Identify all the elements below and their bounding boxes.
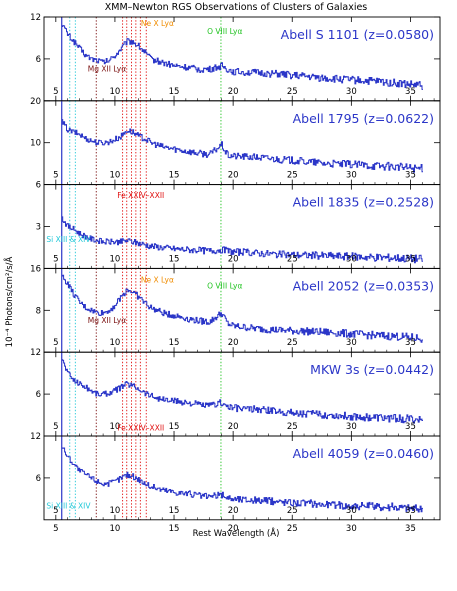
line-annotation: Si XIII & XIV <box>46 502 91 511</box>
spectrum-line <box>61 216 423 264</box>
x-tick-label: 20 <box>228 422 239 432</box>
y-tick-label: 6 <box>36 390 41 400</box>
spectrum-line <box>61 359 423 424</box>
x-tick-label: 10 <box>110 506 121 516</box>
y-tick-label: 12 <box>30 13 41 23</box>
x-tick-label: 20 <box>228 338 239 348</box>
y-tick-label: 6 <box>36 474 41 484</box>
cluster-label: Abell S 1101 (z=0.0580) <box>281 27 434 42</box>
panel-3: 5 10 15 20 25 30 35 3 6 Abell 1835 (z=0.2528) Si X… <box>36 181 441 269</box>
x-tick-label: 35 <box>405 254 416 264</box>
x-tick-label: 5 <box>53 338 58 348</box>
x-tick-label: 15 <box>169 171 180 181</box>
line-annotation: Ne X Lyα <box>141 276 174 285</box>
panel-1: 5 10 15 20 25 30 35 6 12 Abell S 1101 (z=0.0580) N… <box>30 13 441 102</box>
x-tick-label: 20 <box>228 506 239 516</box>
spectrum-line <box>61 25 423 90</box>
x-tick-label: 20 <box>228 254 239 264</box>
panel-4: 5 10 15 20 25 30 35 8 16 Abell 2052 (z=0.0353) Ne … <box>30 264 441 353</box>
x-tick-label: 10 <box>110 87 121 97</box>
x-tick-label: 15 <box>169 422 180 432</box>
x-axis-title: Rest Wavelength (Å) <box>193 527 280 539</box>
y-tick-label: 3 <box>36 223 41 233</box>
y-axis-title: 10⁻⁴ Photons/cm²/s/Å <box>3 256 15 347</box>
y-tick-label: 20 <box>30 97 41 107</box>
x-tick-label: 25 <box>287 338 298 348</box>
x-tick-label: 10 <box>110 171 121 181</box>
spectrum-line <box>61 119 423 173</box>
x-tick-label: 35 <box>405 422 416 432</box>
y-tick-label: 8 <box>36 306 41 316</box>
x-tick-label: 15 <box>169 254 180 264</box>
y-tick-label: 12 <box>30 432 41 442</box>
x-tick-label: 15 <box>169 338 180 348</box>
spectrum-line <box>61 447 423 513</box>
cluster-label: Abell 1795 (z=0.0622) <box>293 111 434 126</box>
spectrum-line <box>61 274 423 343</box>
panel-6: 5 10 15 20 25 30 35 6 12 Abell 4059 (z=0.0460) Si … <box>30 432 441 521</box>
x-axis-tick-label: 20 <box>228 524 239 534</box>
cluster-label: MKW 3s (z=0.0442) <box>310 362 434 377</box>
x-axis-tick-label: 35 <box>405 524 416 534</box>
x-tick-label: 25 <box>287 87 298 97</box>
y-tick-label: 12 <box>30 348 41 358</box>
x-tick-label: 15 <box>169 506 180 516</box>
x-tick-label: 30 <box>346 338 357 348</box>
x-axis-tick-label: 25 <box>287 524 298 534</box>
x-tick-label: 10 <box>110 338 121 348</box>
x-tick-label: 5 <box>53 506 58 516</box>
x-tick-label: 5 <box>53 87 58 97</box>
x-tick-label: 30 <box>346 171 357 181</box>
x-tick-label: 20 <box>228 171 239 181</box>
x-tick-label: 30 <box>346 87 357 97</box>
x-tick-label: 5 <box>53 171 58 181</box>
x-axis-tick-label: 15 <box>169 524 180 534</box>
x-tick-label: 25 <box>287 422 298 432</box>
x-tick-label: 30 <box>346 254 357 264</box>
x-tick-label: 5 <box>53 422 58 432</box>
x-tick-label: 35 <box>405 506 416 516</box>
line-annotation: Ne X Lyα <box>141 19 174 28</box>
x-axis-tick-label: 10 <box>110 524 121 534</box>
x-axis-tick-label: 30 <box>346 524 357 534</box>
cluster-label: Abell 1835 (z=0.2528) <box>293 195 434 210</box>
x-tick-label: 15 <box>169 87 180 97</box>
x-tick-label: 5 <box>53 254 58 264</box>
x-tick-label: 35 <box>405 87 416 97</box>
y-tick-label: 10 <box>30 139 41 149</box>
line-annotation: O VIII Lyα <box>207 27 242 36</box>
y-tick-label: 6 <box>36 55 41 65</box>
x-tick-label: 25 <box>287 254 298 264</box>
line-annotation: Mg XII Lyα <box>88 316 126 325</box>
x-tick-label: 25 <box>287 171 298 181</box>
x-axis-tick-label: 5 <box>53 524 58 534</box>
cluster-label: Abell 4059 (z=0.0460) <box>293 446 434 461</box>
x-tick-label: 35 <box>405 171 416 181</box>
panel-5: 5 10 15 20 25 30 35 6 12 MKW 3s (z=0.0442) Fe XXIV… <box>30 348 441 437</box>
line-annotation: Fe XXIV–XXII <box>117 423 164 432</box>
x-tick-label: 10 <box>110 422 121 432</box>
x-tick-label: 10 <box>110 254 121 264</box>
x-tick-label: 30 <box>346 422 357 432</box>
line-annotation: Si XIII & XIV <box>46 235 91 244</box>
x-tick-label: 30 <box>346 506 357 516</box>
x-tick-label: 25 <box>287 506 298 516</box>
x-tick-label: 35 <box>405 338 416 348</box>
figure-title: XMM–Newton RGS Observations of Clusters … <box>105 2 368 13</box>
line-annotation: O VIII Lyα <box>207 281 242 290</box>
line-annotation: Mg XII Lyα <box>88 64 126 73</box>
y-tick-label: 6 <box>36 181 41 191</box>
x-tick-label: 20 <box>228 87 239 97</box>
cluster-label: Abell 2052 (z=0.0353) <box>293 278 434 293</box>
y-tick-label: 16 <box>30 264 41 274</box>
